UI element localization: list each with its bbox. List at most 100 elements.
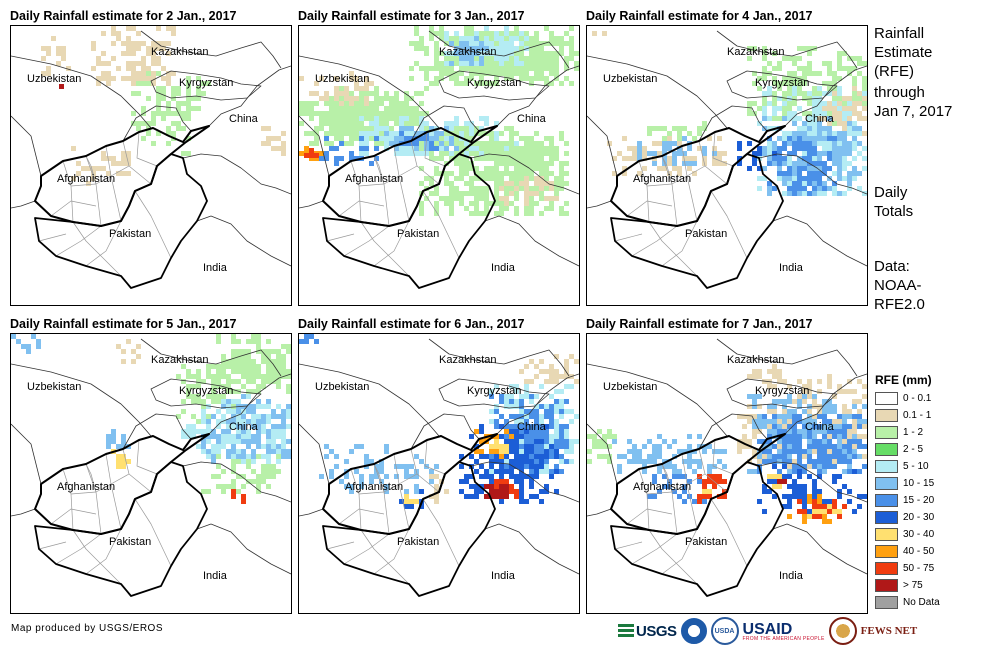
totals-line: Totals <box>874 203 914 220</box>
province-boundary <box>50 200 97 217</box>
province-boundary <box>424 439 446 475</box>
country-label-uzbekistan: Uzbekistan <box>315 73 370 85</box>
province-boundary <box>710 498 748 567</box>
country-boundary <box>182 461 291 503</box>
panel-title: Daily Rainfall estimate for 4 Jan., 2017 <box>586 9 813 23</box>
province-boundary <box>422 190 460 259</box>
legend-item: 15 - 20 <box>875 492 934 509</box>
pakistan-border <box>34 153 208 289</box>
legend-swatch <box>875 392 898 405</box>
country-label-india: India <box>491 570 515 582</box>
country-boundary <box>182 153 291 195</box>
rainfall-cells <box>41 26 286 186</box>
province-boundary <box>614 233 643 242</box>
legend-item: 40 - 50 <box>875 543 934 560</box>
country-label-pakistan: Pakistan <box>685 228 728 240</box>
province-boundary <box>70 473 152 495</box>
country-boundary <box>150 378 262 409</box>
province-boundary <box>661 220 698 267</box>
pakistan-border <box>34 461 208 597</box>
country-label-kazakhstan: Kazakhstan <box>727 46 785 58</box>
map-panel-5: Daily Rainfall estimate for 6 Jan., 2017… <box>298 316 580 614</box>
country-boundary <box>299 363 440 437</box>
daily-totals: Daily Totals <box>874 183 913 221</box>
province-boundary <box>373 528 410 575</box>
usda-logo: USDA <box>710 617 739 645</box>
data-line: RFE2.0 <box>874 296 925 313</box>
map-panel-2: Daily Rainfall estimate for 3 Jan., 2017… <box>298 8 580 306</box>
province-boundary <box>55 225 102 257</box>
legend-label: 2 - 5 <box>903 444 924 455</box>
province-boundary <box>55 533 102 565</box>
legend-label: 40 - 50 <box>903 546 935 557</box>
legend-item: 5 - 10 <box>875 458 929 475</box>
fews-net-globe-icon <box>828 617 857 645</box>
province-boundary <box>712 439 734 475</box>
country-label-india: India <box>203 262 227 274</box>
country-boundary <box>726 70 838 101</box>
country-boundary <box>587 363 728 437</box>
country-boundary <box>428 30 570 69</box>
country-label-kazakhstan: Kazakhstan <box>727 354 785 366</box>
province-boundary <box>626 200 673 217</box>
panel-title: Daily Rainfall estimate for 5 Jan., 2017 <box>10 317 237 331</box>
province-boundary <box>631 533 678 565</box>
country-boundary <box>11 508 36 517</box>
country-boundary <box>11 55 152 129</box>
country-boundary <box>470 461 579 503</box>
country-label-afghanistan: Afghanistan <box>345 173 404 185</box>
country-boundary <box>726 378 838 409</box>
usda-logo-text: USDA <box>714 627 735 635</box>
country-label-china: China <box>229 113 258 125</box>
country-label-kyrgyzstan: Kyrgyzstan <box>755 385 810 397</box>
map-frame: Kazakhstan Kyrgyzstan Uzbekistan China Afgha… <box>10 25 292 306</box>
country-label-kazakhstan: Kazakhstan <box>439 354 497 366</box>
province-boundary <box>62 468 74 531</box>
province-boundary <box>410 140 418 167</box>
rainfall-cells <box>592 31 867 196</box>
legend-item: 20 - 30 <box>875 509 934 526</box>
province-boundary <box>358 165 440 187</box>
legend-swatch <box>875 511 898 524</box>
country-boundary <box>716 30 858 69</box>
country-boundary <box>587 508 612 517</box>
province-boundary <box>85 463 97 493</box>
province-boundary <box>373 155 390 227</box>
map-frame: Kazakhstan Kyrgyzstan Uzbekistan China Afgha… <box>298 25 580 306</box>
province-boundary <box>136 131 158 167</box>
province-boundary <box>38 233 67 242</box>
country-label-china: China <box>805 113 834 125</box>
rfe-title-line: Rainfall <box>874 25 925 42</box>
province-boundary <box>373 220 410 267</box>
province-boundary <box>614 541 643 550</box>
legend-item: 0.1 - 1 <box>875 407 931 424</box>
data-line: Data: <box>874 258 910 275</box>
province-boundary <box>358 473 440 495</box>
legend-swatch <box>875 443 898 456</box>
province-boundary <box>85 220 122 267</box>
province-boundary <box>72 529 122 585</box>
country-boundary <box>150 70 262 101</box>
province-boundary <box>661 463 673 493</box>
usgs-logo: USGS <box>618 623 677 640</box>
country-label-china: China <box>517 113 546 125</box>
country-boundary <box>299 423 330 485</box>
country-label-uzbekistan: Uzbekistan <box>27 73 82 85</box>
province-boundary <box>410 448 418 475</box>
legend-swatch <box>875 562 898 575</box>
legend-item: 50 - 75 <box>875 560 934 577</box>
country-label-pakistan: Pakistan <box>397 536 440 548</box>
rainfall-map <box>587 338 867 597</box>
province-boundary <box>85 528 122 575</box>
country-label-uzbekistan: Uzbekistan <box>603 381 658 393</box>
province-boundary <box>85 463 102 535</box>
noaa-logo <box>680 618 707 644</box>
country-label-pakistan: Pakistan <box>109 228 152 240</box>
province-boundary <box>646 473 728 495</box>
country-label-kyrgyzstan: Kyrgyzstan <box>755 77 810 89</box>
through-line: through <box>874 84 925 101</box>
legend-item: 2 - 5 <box>875 441 923 458</box>
province-boundary <box>646 165 728 187</box>
country-label-uzbekistan: Uzbekistan <box>315 381 370 393</box>
legend-item: 1 - 2 <box>875 424 923 441</box>
